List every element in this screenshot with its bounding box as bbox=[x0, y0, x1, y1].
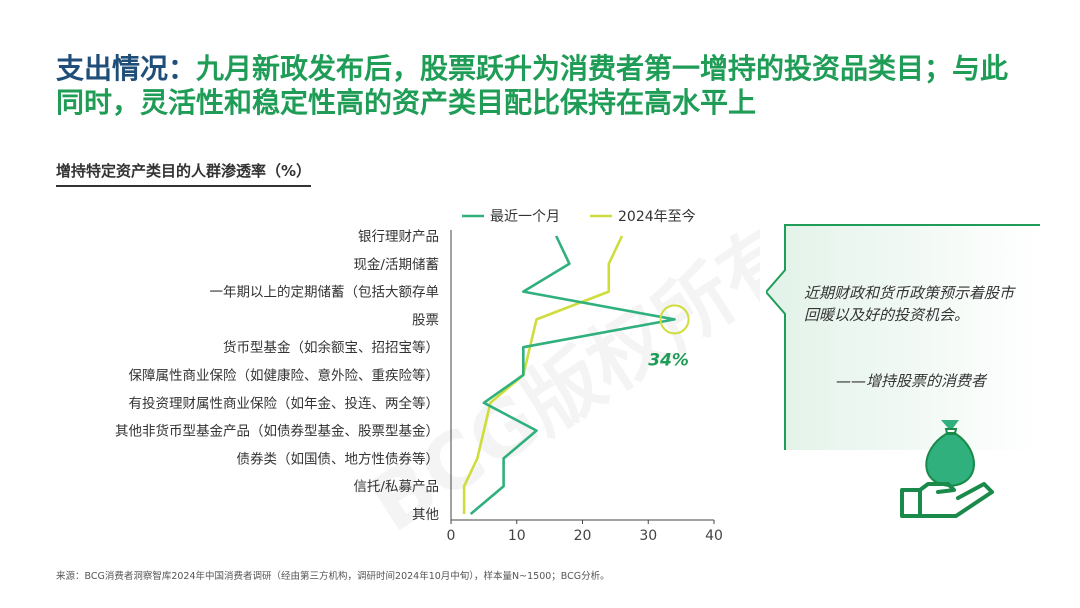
category-label: 其他 bbox=[412, 507, 439, 523]
series-line-0 bbox=[469, 235, 676, 515]
category-label: 信托/私募产品 bbox=[353, 479, 439, 495]
quote-attribution: ——增持股票的消费者 bbox=[836, 372, 987, 390]
annotation-label: 34% bbox=[648, 350, 689, 370]
consumer-quote: 近期财政和货币政策预示着股市回暖以及好的投资机会。 bbox=[804, 284, 1015, 324]
x-tick-label: 20 bbox=[574, 528, 592, 544]
x-tick-label: 10 bbox=[508, 528, 526, 544]
chart-axes: 0 10 20 30 40 bbox=[447, 230, 723, 544]
chart-subtitle: 增持特定资产类目的人群渗透率（%） bbox=[56, 160, 312, 187]
highlight-circle bbox=[659, 304, 690, 335]
title-rest: 九月新政发布后，股票跃升为消费者第一增持的投资品类目；与此同时，灵活性和稳定性高… bbox=[56, 52, 1009, 119]
series-lines bbox=[462, 235, 676, 515]
x-tick-label: 40 bbox=[705, 528, 723, 544]
category-label: 一年期以上的定期储蓄（包括大额存单 bbox=[210, 285, 440, 301]
category-label: 银行理财产品 bbox=[358, 229, 439, 245]
category-label: 现金/活期储蓄 bbox=[353, 257, 439, 273]
category-label: 保障属性商业保险（如健康险、意外险、重疾险等） bbox=[129, 367, 440, 384]
category-label: 债券类（如国债、地方性债券等） bbox=[237, 450, 440, 467]
source-note: 来源：BCG消费者洞察智库2024年中国消费者调研（经由第三方机构，调研时间20… bbox=[56, 571, 610, 582]
category-label: 货币型基金（如余额宝、招招宝等） bbox=[223, 339, 439, 356]
chart-annotation: 34% bbox=[648, 304, 690, 370]
page-title: 支出情况：九月新政发布后，股票跃升为消费者第一增持的投资品类目；与此同时，灵活性… bbox=[56, 52, 1036, 120]
money-bag-hand-icon bbox=[900, 420, 994, 518]
x-tick-label: 0 bbox=[447, 528, 456, 544]
quote-callout bbox=[784, 224, 1040, 450]
legend-label: 最近一个月 bbox=[490, 209, 560, 225]
penetration-line-chart: BCG版权所有 最近一个月 2024年至今 0 10 20 30 40 银行理财产品现金/… bbox=[115, 206, 760, 550]
category-label: 有投资理财属性商业保险（如年金、投连、两全等） bbox=[129, 395, 440, 412]
callout-notch bbox=[766, 269, 786, 315]
category-label: 股票 bbox=[412, 312, 439, 328]
title-lead: 支出情况： bbox=[56, 52, 197, 85]
category-label: 其他非货币型基金产品（如债券型基金、股票型基金） bbox=[115, 423, 439, 440]
x-tick-label: 30 bbox=[639, 528, 657, 544]
chart-legend: 最近一个月 2024年至今 bbox=[462, 209, 696, 225]
category-labels: 银行理财产品现金/活期储蓄一年期以上的定期储蓄（包括大额存单股票货币型基金（如余… bbox=[115, 229, 439, 523]
legend-label: 2024年至今 bbox=[618, 209, 696, 225]
